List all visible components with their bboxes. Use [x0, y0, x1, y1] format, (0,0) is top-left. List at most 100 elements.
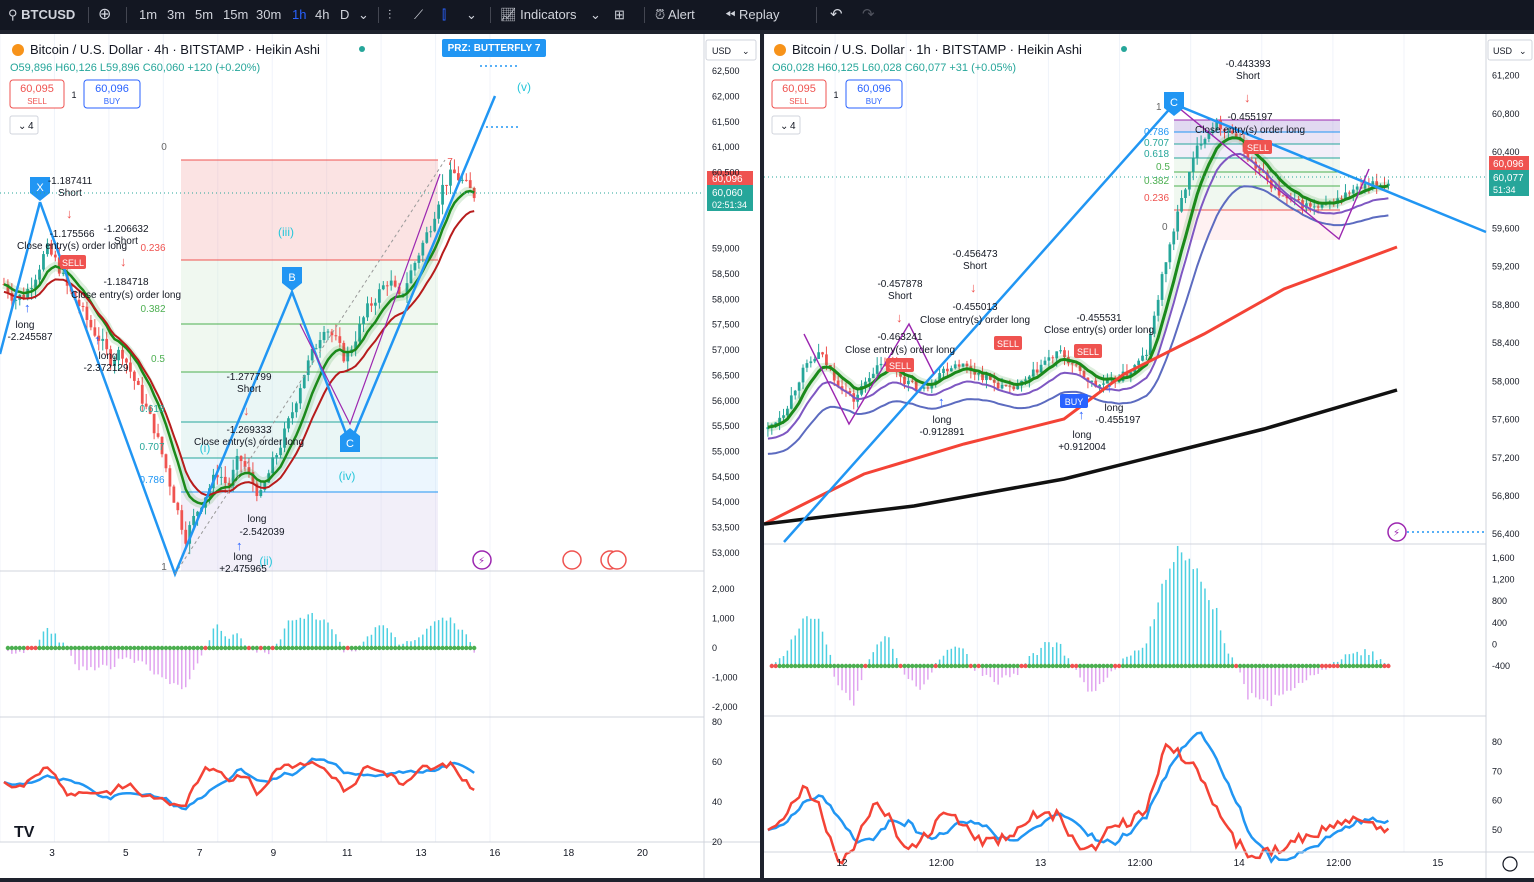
redo-icon[interactable]: ↷ — [862, 6, 875, 23]
candle-body — [899, 372, 902, 377]
gear-icon[interactable] — [1502, 856, 1518, 872]
sell-button[interactable]: 60,095 SELL — [771, 79, 827, 109]
butterfly-pattern — [38, 95, 497, 578]
prz-label: PRZ: BUTTERFLY 7 — [442, 39, 546, 57]
zero-dot — [5, 645, 11, 651]
timeframe-1m[interactable]: 1m — [139, 7, 158, 22]
zero-dot — [816, 663, 821, 669]
candle-body — [1297, 199, 1300, 201]
chevron-down-icon[interactable]: ⌄ — [358, 7, 369, 22]
timeframe-5m[interactable]: 5m — [195, 7, 214, 22]
candles-icon[interactable]: ⫿ — [442, 7, 447, 22]
zero-dot — [144, 645, 149, 651]
candle-body — [358, 324, 361, 342]
chevron-down-icon[interactable]: ⌄ — [590, 7, 601, 22]
chart-4h-svg[interactable]: X B C PRZ: BUTTERFLY 7 (v) (iii) (iv) (i… — [0, 34, 760, 878]
us-flag-icon[interactable] — [562, 550, 582, 570]
event-icon[interactable] — [1387, 522, 1407, 542]
zero-dot — [1073, 663, 1079, 669]
candle-body — [1180, 197, 1183, 212]
candle-body — [259, 489, 263, 496]
zero-dot — [1347, 663, 1352, 669]
zero-dot — [45, 645, 50, 651]
annotation-value: -0.463241 — [877, 332, 922, 343]
zero-dot — [171, 645, 177, 651]
chart-1h-svg[interactable]: C 1 0 0.786 0.707 0.618 0.5 0.382 0.236 … — [764, 34, 1534, 878]
line-chart-icon[interactable]: ⟋ — [414, 7, 424, 22]
add-symbol-icon[interactable]: ⊕ — [98, 6, 112, 23]
candle-body — [1074, 364, 1078, 366]
chart-pane-1h[interactable]: C 1 0 0.786 0.707 0.618 0.5 0.382 0.236 … — [762, 34, 1534, 878]
candle-body — [1024, 379, 1027, 381]
timeframe-30m[interactable]: 30m — [256, 7, 282, 22]
zero-dot — [1015, 663, 1020, 669]
candle-body — [334, 335, 338, 337]
candle-body — [140, 384, 144, 404]
layout-icon[interactable]: ⊞ — [614, 7, 625, 22]
fib-zone-band — [181, 492, 438, 571]
buy-button[interactable]: 60,096 BUY — [845, 79, 903, 109]
candle-body — [231, 469, 235, 486]
symbol-search[interactable]: ⚲ BTCUSD — [8, 7, 76, 22]
zero-dot — [309, 645, 315, 651]
collapse-indicators-button[interactable]: ⌄ 4 — [9, 115, 39, 135]
annotation-label: Close entry(s) order long — [194, 437, 304, 448]
candle-body — [1148, 333, 1152, 355]
annotation-value: -0.456473 — [952, 249, 997, 260]
candle-body — [793, 390, 797, 396]
zero-dot — [1140, 663, 1145, 669]
svg-text:60,077: 60,077 — [1493, 173, 1524, 184]
undo-icon[interactable]: ↶ — [830, 6, 843, 23]
timeframe-4h[interactable]: 4h — [315, 7, 330, 22]
alert-button[interactable]: ⏰︎ Alert — [655, 7, 695, 22]
timeframe-1h[interactable]: 1h — [292, 7, 307, 22]
zero-dot — [1058, 663, 1063, 669]
candle-body — [287, 418, 290, 429]
price-tick-label: 54,500 — [712, 472, 740, 482]
zero-dot — [956, 663, 962, 669]
arrow-up-icon: ↑ — [236, 538, 243, 553]
annotation-label: Short — [237, 384, 261, 395]
zero-dot — [64, 645, 70, 651]
chart-title: Bitcoin / U.S. Dollar · 1h · BITSTAMP · … — [792, 42, 1082, 57]
rewind-icon: ⏪︎ — [725, 7, 736, 22]
price-tick-label: 59,200 — [1492, 262, 1520, 272]
candle-body — [1363, 183, 1367, 189]
collapse-indicators-button[interactable]: ⌄ 4 — [771, 115, 801, 135]
timeframe-d[interactable]: D — [340, 7, 350, 22]
oscillator-tick-label: 400 — [1492, 618, 1507, 628]
last-price-tag: 60,096 — [707, 171, 753, 185]
zero-dot — [1222, 663, 1227, 669]
candle-body — [409, 270, 413, 284]
indicators-button[interactable]: 📈︎ Indicators — [500, 7, 577, 22]
candle-body — [49, 243, 53, 255]
us-flag-icon[interactable] — [607, 550, 627, 570]
zero-dot — [1300, 663, 1305, 669]
zero-dot — [976, 663, 981, 669]
bar-chart-icon[interactable]: ⫶ — [388, 7, 392, 22]
svg-text:60,060: 60,060 — [712, 188, 743, 199]
event-icon[interactable] — [472, 550, 492, 570]
zero-dot — [76, 645, 82, 651]
candle-body — [393, 280, 397, 287]
candle-body — [1047, 357, 1051, 361]
timeframe-15m[interactable]: 15m — [223, 7, 249, 22]
currency-select[interactable]: USD ⌄ — [1487, 39, 1533, 61]
zero-dot — [781, 663, 786, 669]
zero-dot — [321, 645, 327, 651]
currency-select[interactable]: USD ⌄ — [705, 39, 757, 61]
replay-button[interactable]: ⏪︎ Replay — [725, 7, 780, 22]
zero-dot — [112, 645, 117, 651]
chart-pane-4h[interactable]: X B C PRZ: BUTTERFLY 7 (v) (iii) (iv) (i… — [0, 34, 760, 878]
candle-body — [914, 381, 918, 391]
timeframe-3m[interactable]: 3m — [167, 7, 186, 22]
buy-button[interactable]: 60,096 BUY — [83, 79, 141, 109]
zero-dot — [843, 663, 849, 669]
sell-button[interactable]: 60,095 SELL — [9, 79, 65, 109]
annotation-value: -1.175566 — [49, 229, 94, 240]
candle-body — [1184, 189, 1187, 198]
candle-body — [1371, 181, 1375, 186]
zero-dot — [9, 645, 15, 651]
annotation-label: long — [234, 552, 253, 563]
chevron-down-icon[interactable]: ⌄ — [466, 7, 477, 22]
